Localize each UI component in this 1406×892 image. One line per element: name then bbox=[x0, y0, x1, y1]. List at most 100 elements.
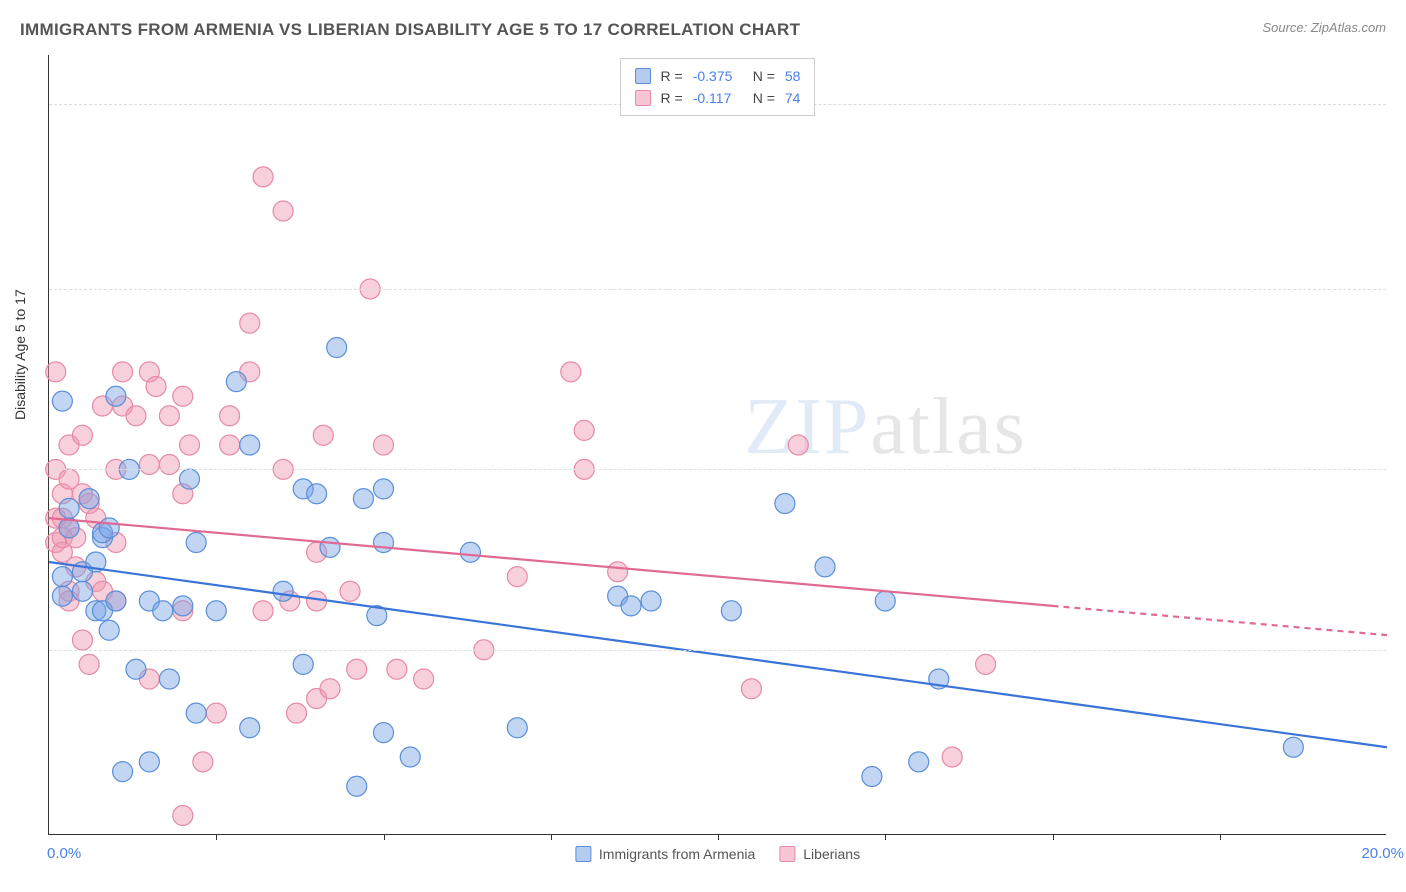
scatter-point bbox=[507, 718, 527, 738]
x-tick bbox=[216, 834, 217, 840]
gridline bbox=[49, 469, 1386, 470]
scatter-point bbox=[72, 630, 92, 650]
scatter-point bbox=[721, 601, 741, 621]
legend-series: Immigrants from Armenia Liberians bbox=[575, 846, 860, 862]
scatter-point bbox=[347, 659, 367, 679]
scatter-point bbox=[621, 596, 641, 616]
n-label: N = bbox=[753, 65, 775, 87]
scatter-point bbox=[909, 752, 929, 772]
scatter-point bbox=[608, 562, 628, 582]
scatter-point bbox=[186, 533, 206, 553]
legend-swatch bbox=[575, 846, 591, 862]
scatter-point bbox=[52, 586, 72, 606]
scatter-point bbox=[561, 362, 581, 382]
scatter-point bbox=[179, 469, 199, 489]
scatter-point bbox=[374, 479, 394, 499]
y-tick-label: 7.5% bbox=[1391, 460, 1406, 476]
scatter-point bbox=[400, 747, 420, 767]
legend-swatch bbox=[779, 846, 795, 862]
scatter-point bbox=[507, 567, 527, 587]
scatter-point bbox=[220, 435, 240, 455]
scatter-point bbox=[320, 679, 340, 699]
scatter-point bbox=[226, 372, 246, 392]
scatter-point bbox=[52, 567, 72, 587]
scatter-point bbox=[126, 406, 146, 426]
r-label: R = bbox=[661, 87, 683, 109]
scatter-point bbox=[206, 703, 226, 723]
x-axis-max-label: 20.0% bbox=[1361, 845, 1404, 862]
scatter-point bbox=[641, 591, 661, 611]
scatter-point bbox=[220, 406, 240, 426]
gridline bbox=[49, 289, 1386, 290]
scatter-point bbox=[193, 752, 213, 772]
scatter-point bbox=[340, 581, 360, 601]
scatter-point bbox=[287, 703, 307, 723]
scatter-point bbox=[775, 494, 795, 514]
scatter-point bbox=[347, 776, 367, 796]
page-title: IMMIGRANTS FROM ARMENIA VS LIBERIAN DISA… bbox=[20, 20, 800, 39]
r-value: -0.375 bbox=[693, 65, 743, 87]
scatter-point bbox=[52, 391, 72, 411]
legend-stats-row: R = -0.117 N = 74 bbox=[635, 87, 801, 109]
x-tick bbox=[718, 834, 719, 840]
scatter-point bbox=[942, 747, 962, 767]
scatter-point bbox=[253, 167, 273, 187]
r-value: -0.117 bbox=[693, 87, 743, 109]
scatter-point bbox=[186, 703, 206, 723]
chart-plot-area: ZIPatlas R =-0.375N =58R =-0.117N =74 0.… bbox=[48, 55, 1386, 835]
scatter-point bbox=[320, 537, 340, 557]
scatter-point bbox=[253, 601, 273, 621]
y-tick-label: 3.8% bbox=[1391, 641, 1406, 657]
scatter-point bbox=[313, 425, 333, 445]
r-label: R = bbox=[661, 65, 683, 87]
scatter-point bbox=[146, 377, 166, 397]
scatter-point bbox=[159, 455, 179, 475]
legend-stats: R =-0.375N =58R =-0.117N =74 bbox=[620, 58, 816, 116]
scatter-point bbox=[273, 201, 293, 221]
scatter-point bbox=[240, 313, 260, 333]
y-tick-label: 11.2% bbox=[1391, 280, 1406, 296]
scatter-point bbox=[139, 752, 159, 772]
legend-series-label: Liberians bbox=[803, 846, 860, 862]
scatter-point bbox=[173, 806, 193, 826]
scatter-point bbox=[179, 435, 199, 455]
x-tick bbox=[551, 834, 552, 840]
legend-swatch bbox=[635, 68, 651, 84]
scatter-point bbox=[353, 489, 373, 509]
legend-series-item: Immigrants from Armenia bbox=[575, 846, 755, 862]
n-label: N = bbox=[753, 87, 775, 109]
scatter-point bbox=[173, 386, 193, 406]
scatter-point bbox=[976, 654, 996, 674]
scatter-point bbox=[153, 601, 173, 621]
scatter-point bbox=[72, 581, 92, 601]
legend-series-label: Immigrants from Armenia bbox=[599, 846, 755, 862]
scatter-point bbox=[72, 425, 92, 445]
legend-swatch bbox=[635, 90, 651, 106]
legend-series-item: Liberians bbox=[779, 846, 860, 862]
scatter-point bbox=[106, 591, 126, 611]
scatter-point bbox=[139, 455, 159, 475]
scatter-point bbox=[875, 591, 895, 611]
x-axis-min-label: 0.0% bbox=[47, 845, 81, 862]
scatter-point bbox=[46, 362, 66, 382]
x-tick bbox=[1220, 834, 1221, 840]
scatter-point bbox=[387, 659, 407, 679]
n-value: 74 bbox=[785, 87, 801, 109]
scatter-point bbox=[293, 654, 313, 674]
scatter-point bbox=[374, 435, 394, 455]
trend-line bbox=[49, 518, 1053, 606]
gridline bbox=[49, 650, 1386, 651]
source-attribution: Source: ZipAtlas.com bbox=[1262, 20, 1386, 35]
scatter-point bbox=[126, 659, 146, 679]
scatter-point bbox=[240, 718, 260, 738]
scatter-point bbox=[374, 533, 394, 553]
scatter-point bbox=[815, 557, 835, 577]
scatter-point bbox=[113, 362, 133, 382]
scatter-point bbox=[788, 435, 808, 455]
scatter-point bbox=[79, 654, 99, 674]
scatter-point bbox=[240, 435, 260, 455]
scatter-point bbox=[159, 669, 179, 689]
scatter-point bbox=[327, 338, 347, 358]
y-tick-label: 15.0% bbox=[1391, 95, 1406, 111]
scatter-point bbox=[307, 484, 327, 504]
